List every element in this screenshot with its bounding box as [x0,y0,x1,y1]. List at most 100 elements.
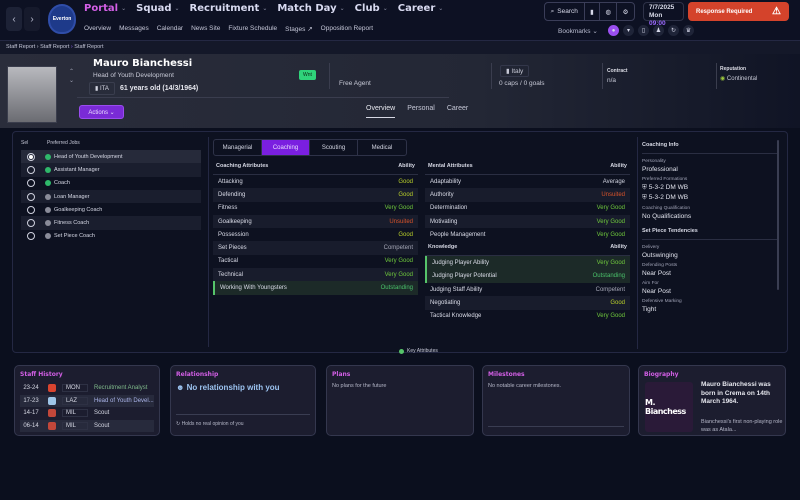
formation-item: ⛨ 5-3-2 DM WB [642,184,779,192]
search-button[interactable]: ⌕ Search [545,3,585,20]
menu-match-day[interactable]: Match Day ⌄ [277,3,344,14]
card-title[interactable]: Staff History [20,371,63,378]
trophy-icon[interactable]: ♛ [683,25,694,36]
milestones-text: No notable career milestones. [488,383,562,389]
card-title[interactable]: Milestones [488,371,525,378]
staff-icon[interactable]: ♟ [653,25,664,36]
actions-button[interactable]: Actions ⌄ [79,105,124,119]
tab-career[interactable]: Career [446,105,469,112]
table-row[interactable]: 06-14 MIL Scout [20,419,154,432]
submenu-fixture-schedule[interactable]: Fixture Schedule [228,25,278,32]
submenu-stages[interactable]: Stages ↗ [285,26,313,33]
list-item[interactable]: Head of Youth Development [21,150,201,164]
menu-label: Career [397,3,436,14]
radio-button[interactable] [27,152,35,161]
submenu-messages[interactable]: Messages [119,25,149,32]
menu-portal[interactable]: Portal ⌄ [84,3,126,14]
tab-personal[interactable]: Personal [407,105,435,112]
forward-button[interactable]: › [24,7,40,31]
kit-icon[interactable]: ▾ [623,25,634,36]
years: 14-17 [23,410,39,417]
navigation-arrows[interactable]: ⌃ ⌄ [69,68,74,86]
tab-coaching[interactable]: Coaching [262,140,310,155]
attr-value: Competent [595,286,625,293]
club-crest[interactable]: Everton [48,4,76,34]
table-row: Tactical Very Good [213,255,418,268]
attr-value: Outstanding [592,273,625,280]
submenu-opposition-report[interactable]: Opposition Report [320,25,374,32]
radio-button[interactable] [27,192,35,201]
job-label: Coach [54,180,70,187]
breadcrumb-item-current: Staff Report [74,44,104,50]
chevron-up-icon[interactable]: ⌃ [69,69,75,75]
time-text: 09:00 [649,20,666,27]
list-item[interactable]: Coach [21,177,201,190]
table-row[interactable]: 23-24 MON Recruitment Analyst [20,382,154,395]
menu-label: Squad [136,3,172,14]
attr-name: Judging Staff Ability [430,286,483,293]
submenu-news-site[interactable]: News Site [191,25,221,32]
list-item[interactable]: Loan Manager [21,189,201,204]
job-icon [45,153,51,160]
list-item[interactable]: Goalkeeping Coach [21,203,201,216]
bookmarks-dropdown[interactable]: Bookmarks ⌄ [558,28,598,35]
submenu-calendar[interactable]: Calendar [156,25,184,32]
notes-icon[interactable]: ▯ [638,25,649,36]
radio-button[interactable] [27,232,35,241]
back-button[interactable]: ‹ [6,7,22,31]
settings-button[interactable]: ⚙ [617,3,634,20]
table-row: Determination Very Good [425,202,630,215]
relationship-card: Relationship ☻ No relationship with you … [170,365,316,436]
menu-club[interactable]: Club ⌄ [355,3,388,14]
card-title[interactable]: Plans [332,371,351,378]
section-title: Set Piece Tendencies [642,228,779,240]
table-row: Tactical Knowledge Very Good [425,310,630,323]
list-item[interactable]: Fitness Coach [21,216,201,230]
table-row[interactable]: 17-23 LAZ Head of Youth Devel... [20,394,154,407]
tab-scouting[interactable]: Scouting [310,140,358,155]
list-item[interactable]: Assistant Manager [21,163,201,177]
role: Head of Youth Devel... [94,397,154,404]
warning-icon: ⚠ [772,6,781,17]
field-label: Preferred Formations [642,177,688,182]
scrollbar[interactable] [777,140,779,290]
bookmark-button[interactable]: ▮ [585,3,601,20]
nation-badge[interactable]: ▮ Italy [500,65,530,77]
radio-button[interactable] [27,165,35,174]
menu-squad[interactable]: Squad ⌄ [136,3,179,14]
attr-name: Tactical Knowledge [430,313,482,320]
field-value: Near Post [642,270,671,277]
plans-card: Plans No plans for the future [326,365,474,436]
list-item[interactable]: Set Piece Coach [21,230,201,243]
attr-value: Competent [383,245,413,252]
menu-career[interactable]: Career ⌄ [398,3,444,14]
contract-label: Contract [607,68,628,74]
table-row-key-attribute: Judging Player Ability Very Good [425,256,630,270]
tab-managerial[interactable]: Managerial [214,140,262,155]
game-date[interactable]: 7/7/2025 Mon 09:00 [643,2,684,27]
response-required-button[interactable]: Response Required ⚠ [688,2,789,21]
table-row[interactable]: 14-17 MIL Scout [20,407,154,420]
chat-icon[interactable]: ● [608,25,619,36]
tab-overview[interactable]: Overview [366,105,396,118]
radio-button[interactable] [27,205,35,214]
back-icon: ‹ [12,13,16,25]
card-title[interactable]: Biography [644,371,679,378]
refresh-icon[interactable]: ↻ [668,25,679,36]
radio-button[interactable] [27,219,35,228]
submenu-overview[interactable]: Overview [84,25,112,32]
opinion-label: Holds no real opinion of you [181,421,244,427]
radio-button[interactable] [27,179,35,188]
breadcrumb-item[interactable]: Staff Report [6,44,36,50]
attr-value: Very Good [384,258,413,265]
card-title[interactable]: Relationship [176,371,219,378]
toolbar: ⌕ Search ▮ ◍ ⚙ [544,2,635,21]
breadcrumb-item[interactable]: Staff Report [40,44,70,50]
search-label: Search [557,8,578,15]
hint-button[interactable]: ◍ [600,3,618,20]
chevron-down-icon[interactable]: ⌄ [69,78,75,84]
profile-tabs: Overview Personal Career [366,105,468,118]
menu-recruitment[interactable]: Recruitment ⌄ [190,3,268,14]
tab-medical[interactable]: Medical [371,144,393,151]
key-attributes-legend: Key Attributes [399,348,438,354]
